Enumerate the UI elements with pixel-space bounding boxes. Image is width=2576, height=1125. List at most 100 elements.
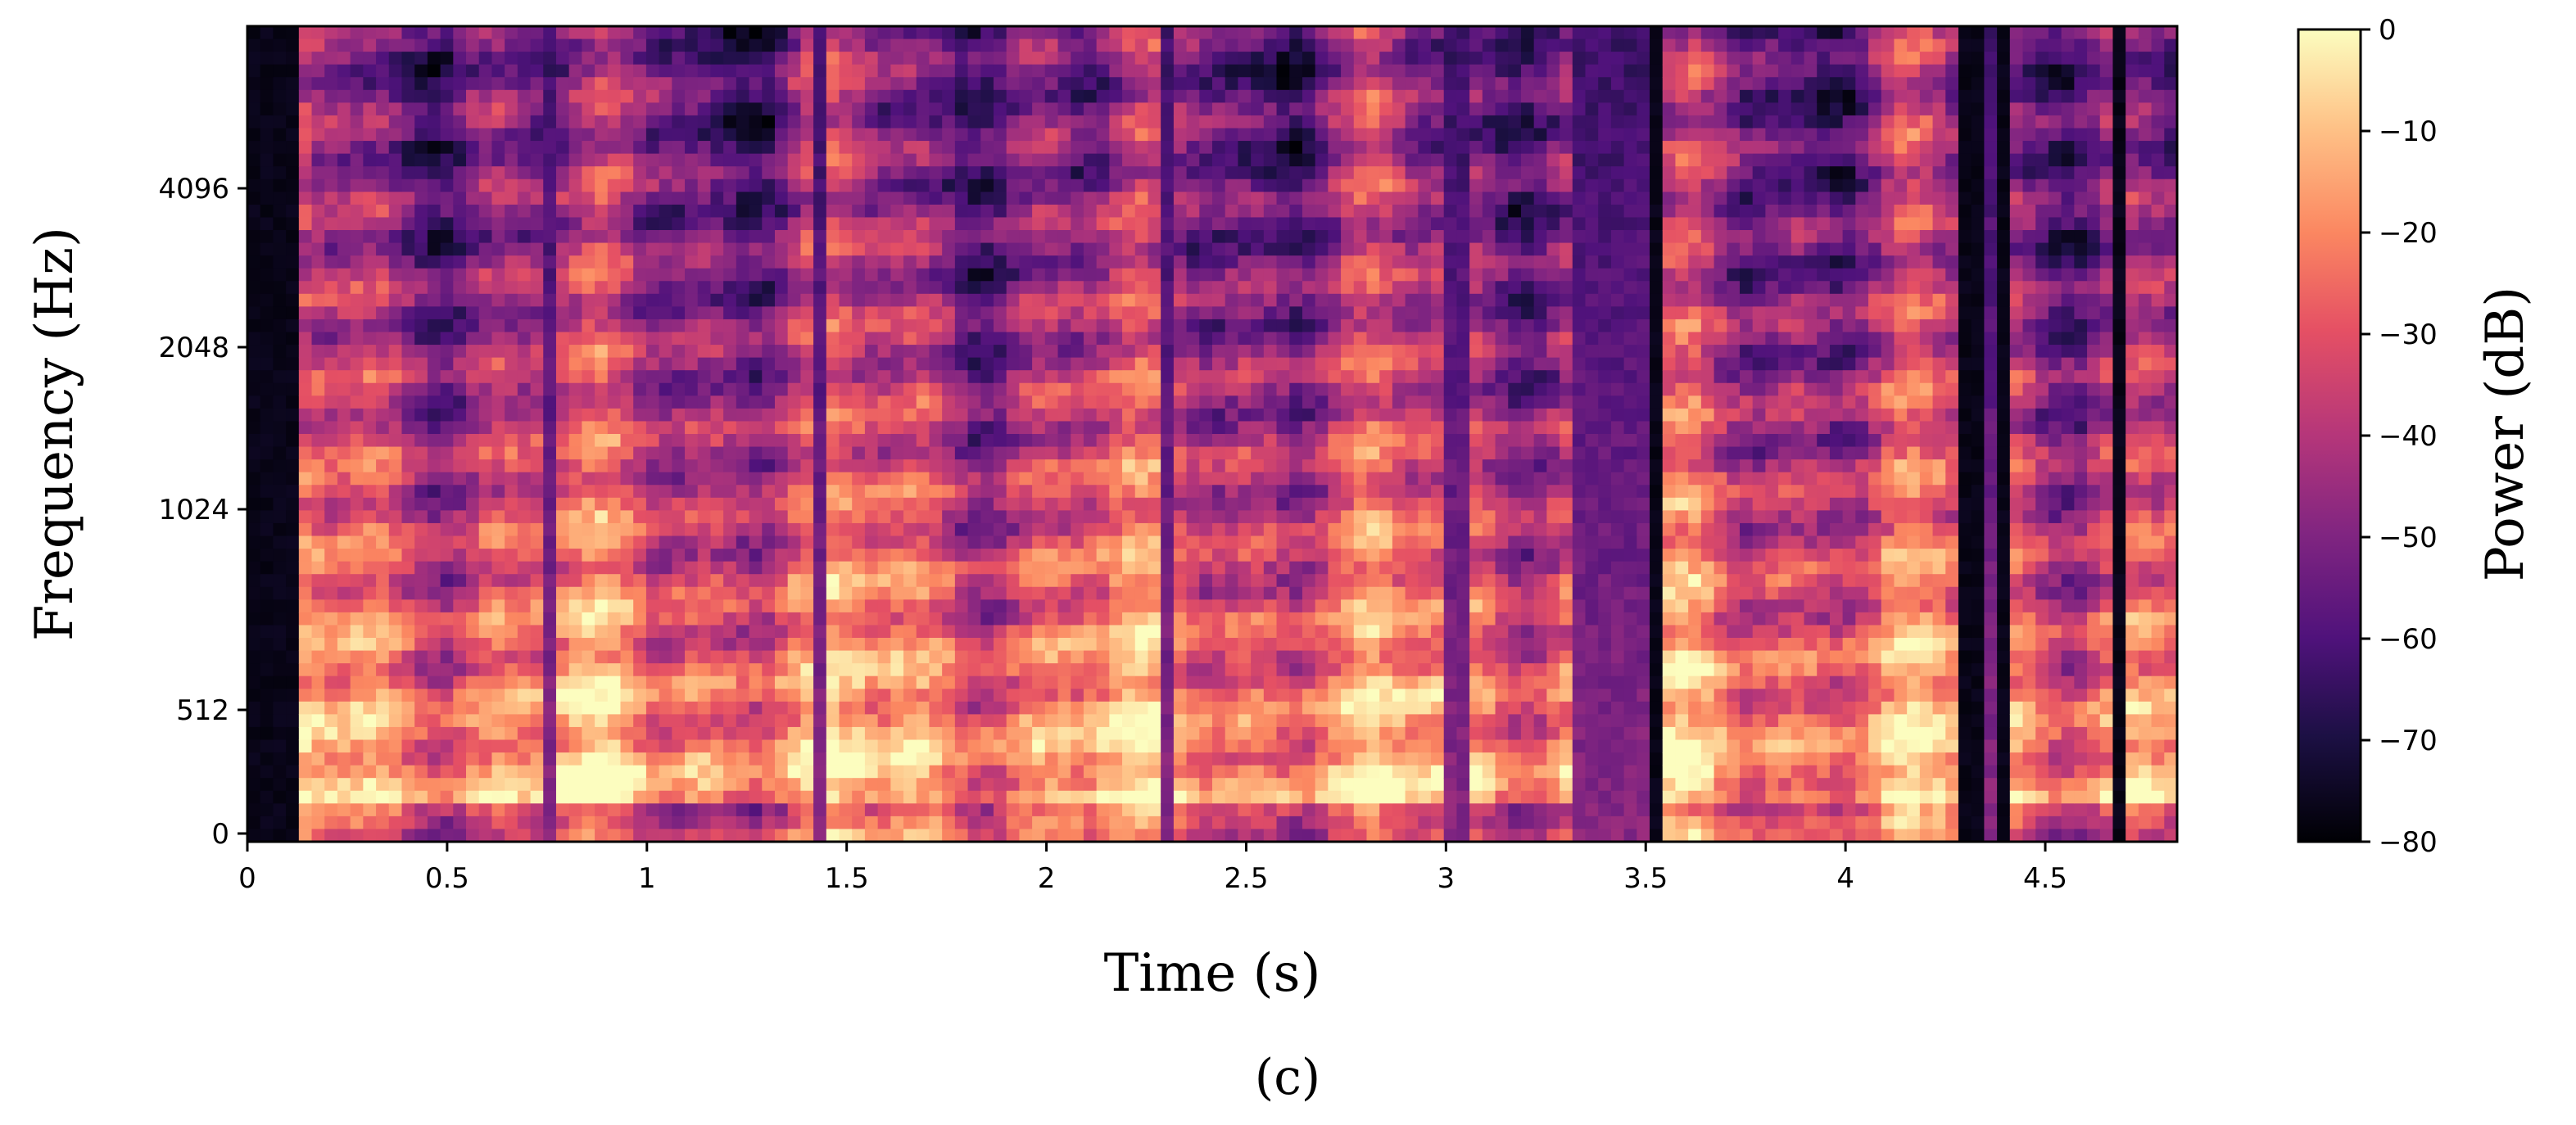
heatmap-cell	[260, 319, 274, 333]
heatmap-cell	[1006, 192, 1020, 206]
heatmap-cell	[324, 26, 338, 40]
heatmap-cell	[595, 141, 609, 155]
heatmap-cell	[762, 663, 776, 677]
heatmap-cell	[1161, 816, 1175, 830]
heatmap-cell	[1122, 102, 1136, 116]
heatmap-cell	[388, 675, 403, 689]
heatmap-cell	[942, 141, 956, 155]
heatmap-cell	[813, 612, 827, 626]
heatmap-cell	[1186, 522, 1200, 537]
heatmap-cell	[298, 255, 313, 269]
heatmap-cell	[440, 689, 454, 703]
heatmap-cell	[697, 153, 712, 167]
heatmap-cell	[903, 739, 917, 753]
heatmap-cell	[1148, 268, 1161, 282]
heatmap-cell	[1019, 586, 1033, 600]
heatmap-cell	[993, 89, 1007, 103]
heatmap-cell	[890, 675, 904, 689]
heatmap-cell	[954, 306, 969, 320]
heatmap-cell	[1044, 816, 1059, 830]
heatmap-cell	[852, 153, 866, 167]
heatmap-cell	[685, 701, 699, 715]
heatmap-cell	[324, 281, 338, 295]
heatmap-cell	[645, 829, 660, 843]
heatmap-cell	[967, 217, 981, 231]
heatmap-cell	[929, 752, 943, 766]
heatmap-cell	[1161, 102, 1175, 116]
heatmap-cell	[903, 370, 917, 384]
heatmap-cell	[813, 77, 827, 91]
heatmap-cell	[1148, 803, 1161, 817]
heatmap-cell	[1019, 549, 1033, 562]
heatmap-cell	[517, 790, 532, 804]
heatmap-cell	[273, 765, 287, 779]
heatmap-cell	[736, 485, 750, 499]
heatmap-cell	[505, 803, 518, 817]
heatmap-cell	[1057, 726, 1071, 741]
heatmap-cell	[491, 115, 505, 129]
heatmap-cell	[826, 128, 840, 142]
heatmap-cell	[286, 382, 300, 396]
heatmap-cell	[633, 485, 647, 499]
heatmap-cell	[1161, 549, 1175, 562]
heatmap-cell	[710, 829, 724, 843]
heatmap-cell	[1161, 778, 1175, 792]
heatmap-cell	[916, 370, 930, 384]
heatmap-cell	[762, 141, 776, 155]
heatmap-cell	[1199, 357, 1213, 371]
heatmap-cell	[607, 128, 622, 142]
heatmap-cell	[273, 816, 287, 830]
heatmap-cell	[1044, 370, 1059, 384]
heatmap-cell	[954, 803, 969, 817]
heatmap-cell	[839, 586, 853, 600]
heatmap-cell	[1109, 230, 1123, 244]
heatmap-cell	[414, 790, 428, 804]
heatmap-cell	[1173, 395, 1188, 409]
heatmap-cell	[1212, 128, 1226, 142]
heatmap-cell	[1134, 675, 1149, 689]
heatmap-cell	[491, 829, 505, 843]
heatmap-cell	[903, 357, 917, 371]
heatmap-cell	[324, 446, 338, 460]
heatmap-cell	[1161, 26, 1175, 40]
heatmap-cell	[1044, 778, 1059, 792]
heatmap-cell	[762, 778, 776, 792]
heatmap-cell	[1173, 599, 1188, 613]
heatmap-cell	[736, 816, 750, 830]
heatmap-cell	[967, 268, 981, 282]
heatmap-cell	[1071, 446, 1084, 460]
heatmap-cell	[954, 446, 969, 460]
heatmap-cell	[826, 255, 840, 269]
heatmap-cell	[749, 522, 763, 537]
heatmap-cell	[337, 357, 351, 371]
heatmap-cell	[401, 268, 415, 282]
heatmap-cell	[864, 332, 879, 346]
heatmap-cell	[877, 77, 891, 91]
heatmap-cell	[286, 739, 300, 753]
heatmap-cell	[260, 115, 274, 129]
heatmap-cell	[916, 281, 930, 295]
heatmap-cell	[350, 535, 364, 549]
heatmap-cell	[350, 319, 364, 333]
heatmap-cell	[942, 510, 956, 524]
heatmap-cell	[736, 268, 750, 282]
heatmap-cell	[453, 115, 467, 129]
heatmap-cell	[954, 268, 969, 282]
heatmap-cell	[890, 395, 904, 409]
heatmap-cell	[363, 829, 377, 843]
heatmap-cell	[645, 625, 660, 639]
heatmap-cell	[337, 102, 351, 116]
heatmap-cell	[337, 625, 351, 639]
heatmap-cell	[1212, 395, 1226, 409]
heatmap-cell	[1186, 293, 1200, 307]
heatmap-cell	[286, 153, 300, 167]
heatmap-cell	[749, 192, 763, 206]
heatmap-cell	[1019, 612, 1033, 626]
heatmap-cell	[1212, 141, 1226, 155]
heatmap-cell	[916, 714, 930, 728]
heatmap-cell	[1071, 522, 1084, 537]
heatmap-cell	[517, 332, 532, 346]
heatmap-cell	[453, 522, 467, 537]
heatmap-cell	[582, 599, 595, 613]
heatmap-cell	[1161, 128, 1175, 142]
